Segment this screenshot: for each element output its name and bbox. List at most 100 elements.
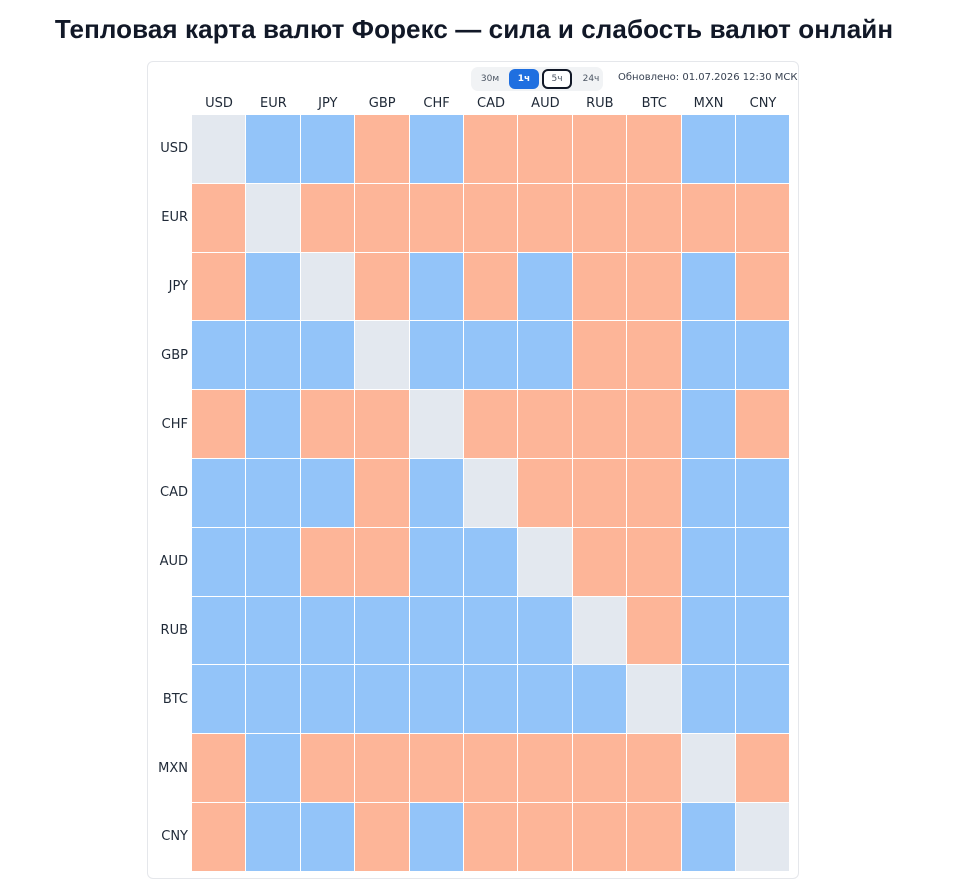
- heatmap-cell-btc-btc[interactable]: [627, 665, 681, 734]
- heatmap-cell-gbp-cny[interactable]: [736, 321, 790, 390]
- heatmap-cell-jpy-usd[interactable]: [192, 252, 246, 321]
- heatmap-cell-chf-cad[interactable]: [464, 390, 518, 458]
- heatmap-cell-eur-eur[interactable]: [246, 183, 300, 252]
- heatmap-cell-btc-gbp[interactable]: [355, 665, 409, 734]
- heatmap-cell-gbp-gbp[interactable]: [355, 321, 409, 390]
- heatmap-cell-chf-eur[interactable]: [246, 390, 300, 458]
- timeframe-1h-button[interactable]: 1ч: [509, 69, 539, 89]
- heatmap-cell-cny-rub[interactable]: [572, 803, 627, 871]
- heatmap-cell-jpy-chf[interactable]: [409, 252, 463, 321]
- heatmap-cell-aud-btc[interactable]: [627, 527, 681, 596]
- heatmap-cell-cad-aud[interactable]: [518, 459, 572, 527]
- heatmap-cell-btc-eur[interactable]: [246, 665, 300, 734]
- heatmap-cell-jpy-gbp[interactable]: [355, 252, 409, 321]
- heatmap-cell-cad-rub[interactable]: [572, 459, 627, 527]
- heatmap-cell-btc-usd[interactable]: [192, 665, 246, 734]
- heatmap-cell-jpy-eur[interactable]: [246, 252, 300, 321]
- heatmap-cell-mxn-chf[interactable]: [409, 734, 463, 802]
- heatmap-cell-cny-jpy[interactable]: [300, 803, 355, 871]
- heatmap-cell-cad-cad[interactable]: [464, 459, 518, 527]
- heatmap-cell-btc-aud[interactable]: [518, 665, 572, 734]
- heatmap-cell-jpy-cny[interactable]: [736, 252, 790, 321]
- heatmap-cell-mxn-gbp[interactable]: [355, 734, 409, 802]
- timeframe-5h-button[interactable]: 5ч: [542, 69, 572, 89]
- heatmap-cell-usd-usd[interactable]: [192, 115, 246, 183]
- heatmap-cell-gbp-rub[interactable]: [572, 321, 627, 390]
- heatmap-cell-mxn-usd[interactable]: [192, 734, 246, 802]
- heatmap-cell-cad-gbp[interactable]: [355, 459, 409, 527]
- heatmap-cell-chf-aud[interactable]: [518, 390, 572, 458]
- heatmap-cell-aud-jpy[interactable]: [300, 527, 355, 596]
- heatmap-cell-jpy-cad[interactable]: [464, 252, 518, 321]
- heatmap-cell-mxn-cny[interactable]: [736, 734, 790, 802]
- heatmap-cell-rub-gbp[interactable]: [355, 596, 409, 665]
- heatmap-cell-eur-usd[interactable]: [192, 183, 246, 252]
- heatmap-cell-gbp-chf[interactable]: [409, 321, 463, 390]
- heatmap-cell-aud-aud[interactable]: [518, 527, 572, 596]
- heatmap-cell-mxn-jpy[interactable]: [300, 734, 355, 802]
- heatmap-cell-cad-btc[interactable]: [627, 459, 681, 527]
- heatmap-cell-jpy-jpy[interactable]: [300, 252, 355, 321]
- heatmap-cell-usd-gbp[interactable]: [355, 115, 409, 183]
- heatmap-cell-btc-mxn[interactable]: [681, 665, 735, 734]
- heatmap-cell-jpy-mxn[interactable]: [681, 252, 735, 321]
- heatmap-cell-gbp-mxn[interactable]: [681, 321, 735, 390]
- heatmap-cell-eur-cny[interactable]: [736, 183, 790, 252]
- heatmap-cell-rub-chf[interactable]: [409, 596, 463, 665]
- heatmap-cell-btc-cny[interactable]: [736, 665, 790, 734]
- heatmap-cell-jpy-aud[interactable]: [518, 252, 572, 321]
- heatmap-cell-cny-eur[interactable]: [246, 803, 300, 871]
- heatmap-cell-rub-cad[interactable]: [464, 596, 518, 665]
- heatmap-cell-jpy-btc[interactable]: [627, 252, 681, 321]
- heatmap-cell-eur-chf[interactable]: [409, 183, 463, 252]
- heatmap-cell-cny-usd[interactable]: [192, 803, 246, 871]
- heatmap-cell-chf-rub[interactable]: [572, 390, 627, 458]
- heatmap-cell-eur-jpy[interactable]: [300, 183, 355, 252]
- heatmap-cell-chf-chf[interactable]: [409, 390, 463, 458]
- heatmap-cell-usd-cad[interactable]: [464, 115, 518, 183]
- timeframe-24h-button[interactable]: 24ч: [582, 74, 600, 84]
- heatmap-cell-mxn-aud[interactable]: [518, 734, 572, 802]
- heatmap-cell-gbp-btc[interactable]: [627, 321, 681, 390]
- heatmap-cell-eur-rub[interactable]: [572, 183, 627, 252]
- heatmap-cell-chf-jpy[interactable]: [300, 390, 355, 458]
- heatmap-cell-aud-cny[interactable]: [736, 527, 790, 596]
- heatmap-cell-aud-rub[interactable]: [572, 527, 627, 596]
- heatmap-cell-cad-usd[interactable]: [192, 459, 246, 527]
- heatmap-cell-gbp-aud[interactable]: [518, 321, 572, 390]
- heatmap-cell-cad-eur[interactable]: [246, 459, 300, 527]
- heatmap-cell-rub-usd[interactable]: [192, 596, 246, 665]
- heatmap-cell-rub-mxn[interactable]: [681, 596, 735, 665]
- heatmap-cell-eur-cad[interactable]: [464, 183, 518, 252]
- heatmap-cell-eur-gbp[interactable]: [355, 183, 409, 252]
- heatmap-cell-cny-gbp[interactable]: [355, 803, 409, 871]
- heatmap-cell-btc-jpy[interactable]: [300, 665, 355, 734]
- heatmap-cell-mxn-eur[interactable]: [246, 734, 300, 802]
- heatmap-cell-mxn-rub[interactable]: [572, 734, 627, 802]
- heatmap-cell-cny-cny[interactable]: [736, 803, 790, 871]
- heatmap-cell-usd-cny[interactable]: [736, 115, 790, 183]
- heatmap-cell-btc-cad[interactable]: [464, 665, 518, 734]
- heatmap-cell-cad-cny[interactable]: [736, 459, 790, 527]
- heatmap-cell-cny-mxn[interactable]: [681, 803, 735, 871]
- heatmap-cell-eur-aud[interactable]: [518, 183, 572, 252]
- heatmap-cell-cny-aud[interactable]: [518, 803, 572, 871]
- heatmap-cell-rub-btc[interactable]: [627, 596, 681, 665]
- heatmap-cell-gbp-jpy[interactable]: [300, 321, 355, 390]
- heatmap-cell-aud-eur[interactable]: [246, 527, 300, 596]
- heatmap-cell-eur-btc[interactable]: [627, 183, 681, 252]
- heatmap-cell-chf-gbp[interactable]: [355, 390, 409, 458]
- heatmap-cell-gbp-eur[interactable]: [246, 321, 300, 390]
- heatmap-cell-mxn-mxn[interactable]: [681, 734, 735, 802]
- heatmap-cell-rub-cny[interactable]: [736, 596, 790, 665]
- timeframe-30m-button[interactable]: 30м: [480, 74, 500, 84]
- heatmap-cell-btc-rub[interactable]: [572, 665, 627, 734]
- heatmap-cell-aud-chf[interactable]: [409, 527, 463, 596]
- heatmap-cell-chf-cny[interactable]: [736, 390, 790, 458]
- heatmap-cell-cny-btc[interactable]: [627, 803, 681, 871]
- heatmap-cell-cad-mxn[interactable]: [681, 459, 735, 527]
- heatmap-cell-rub-eur[interactable]: [246, 596, 300, 665]
- heatmap-cell-btc-chf[interactable]: [409, 665, 463, 734]
- heatmap-cell-usd-rub[interactable]: [572, 115, 627, 183]
- heatmap-cell-mxn-btc[interactable]: [627, 734, 681, 802]
